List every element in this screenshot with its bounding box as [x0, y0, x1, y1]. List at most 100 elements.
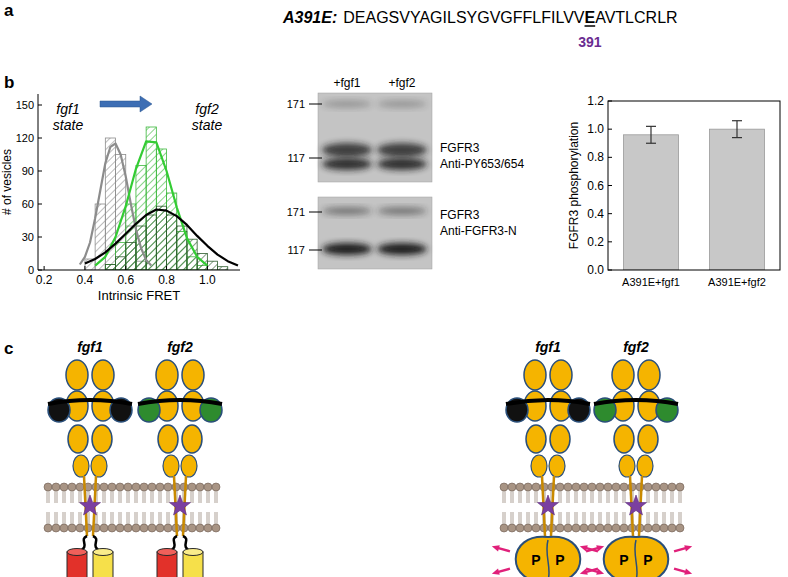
lipid-tail: [607, 512, 608, 525]
condition-label: fgf2: [623, 339, 649, 355]
lipid-tail: [633, 490, 634, 503]
lipid-head: [68, 483, 76, 491]
ig-domain: [619, 455, 635, 477]
lipid-head: [148, 524, 156, 532]
lipid-tail: [193, 512, 194, 525]
lipid-tail: [673, 512, 674, 525]
lipid-head: [564, 524, 572, 532]
x-tick: [84, 266, 85, 270]
lipid-tail: [47, 512, 48, 525]
lipid-tail: [647, 490, 648, 503]
ig-domain: [68, 425, 88, 453]
lipid-head: [44, 483, 52, 491]
lipid-head: [612, 483, 620, 491]
lipid-head: [596, 524, 604, 532]
x-axis-label: Intrinsic FRET: [98, 288, 180, 303]
lipid-head: [572, 524, 580, 532]
phospho-label: P: [531, 552, 540, 568]
lipid-head: [140, 524, 148, 532]
lipid-tail: [81, 512, 82, 525]
ig-domain: [182, 425, 202, 453]
ig-domain: [156, 360, 178, 390]
lipid-tail: [519, 490, 520, 503]
ig-domain: [66, 360, 88, 390]
error-cap: [732, 120, 742, 121]
x-tick-label: 0.2: [36, 273, 53, 287]
lipid-tail: [657, 512, 658, 525]
lipid-tail: [89, 512, 90, 525]
lipid-head: [140, 483, 148, 491]
lipid-tail: [585, 490, 586, 503]
y-tick-label: 150: [16, 99, 34, 111]
lipid-tail: [615, 490, 616, 503]
lipid-tail: [657, 490, 658, 503]
lipid-tail: [103, 512, 104, 525]
lipid-tail: [671, 512, 672, 525]
lipid-head: [564, 483, 572, 491]
lipid-tail: [137, 490, 138, 503]
histogram-bar: [116, 243, 126, 271]
signal-arrowhead: [580, 569, 588, 575]
lipid-tail: [161, 490, 162, 503]
histogram-bar: [105, 265, 115, 271]
lipid-tail: [551, 490, 552, 503]
blot-antibody: Anti-PY653/654: [440, 157, 524, 171]
lipid-tail: [81, 490, 82, 503]
lipid-head: [516, 483, 524, 491]
annotation-line: fgf1: [56, 101, 79, 117]
lipid-tail: [215, 490, 216, 503]
heparin: [594, 400, 678, 404]
lipid-head: [660, 483, 668, 491]
lipid-tail: [57, 512, 58, 525]
lipid-tail: [105, 490, 106, 503]
lipid-tail: [521, 512, 522, 525]
lipid-tail: [105, 512, 106, 525]
phospho-label: P: [619, 552, 628, 568]
blot-band: [322, 158, 372, 170]
ig-domain: [550, 360, 572, 390]
lipid-tail: [503, 490, 504, 503]
lipid-head: [604, 483, 612, 491]
lipid-tail: [145, 490, 146, 503]
blot-band: [377, 243, 427, 255]
ig-domain: [638, 360, 660, 390]
lipid-head: [532, 483, 540, 491]
lipid-tail: [113, 490, 114, 503]
x-axis: [38, 270, 240, 271]
ig-domain: [550, 425, 570, 453]
lipid-head: [524, 483, 532, 491]
y-tick: [608, 270, 612, 271]
lipid-head: [196, 524, 204, 532]
panel-label: b: [4, 73, 14, 92]
ig-domain: [637, 455, 653, 477]
lipid-tail: [679, 490, 680, 503]
lipid-head: [556, 524, 564, 532]
error-cap: [732, 137, 742, 138]
histogram-bar: [105, 265, 115, 271]
lipid-tail: [153, 512, 154, 525]
heparin: [138, 400, 222, 404]
lipid-tail: [55, 512, 56, 525]
tm-mutation-star: [80, 495, 101, 515]
lipid-tail: [121, 512, 122, 525]
annotation: fgf1state: [53, 101, 84, 133]
lipid-head: [100, 483, 108, 491]
y-axis: [38, 94, 39, 270]
plot-marks: [80, 127, 238, 270]
lipid-tail: [577, 512, 578, 525]
annotation-line: state: [192, 117, 223, 133]
lipid-head: [668, 483, 676, 491]
blot-band: [322, 207, 372, 215]
lipid-tail: [73, 512, 74, 525]
ig-domain: [549, 455, 565, 477]
x-tick-label: 0.8: [158, 273, 175, 287]
lipid-tail: [559, 490, 560, 503]
lipid-tail: [575, 490, 576, 503]
ig-domain: [163, 455, 179, 477]
histogram-bar: [167, 215, 177, 270]
lipid-tail: [607, 490, 608, 503]
mutated-residue: E: [585, 9, 596, 26]
y-tick: [608, 129, 612, 130]
category-label: A391E+fgf2: [708, 276, 766, 288]
lipid-tail: [193, 490, 194, 503]
